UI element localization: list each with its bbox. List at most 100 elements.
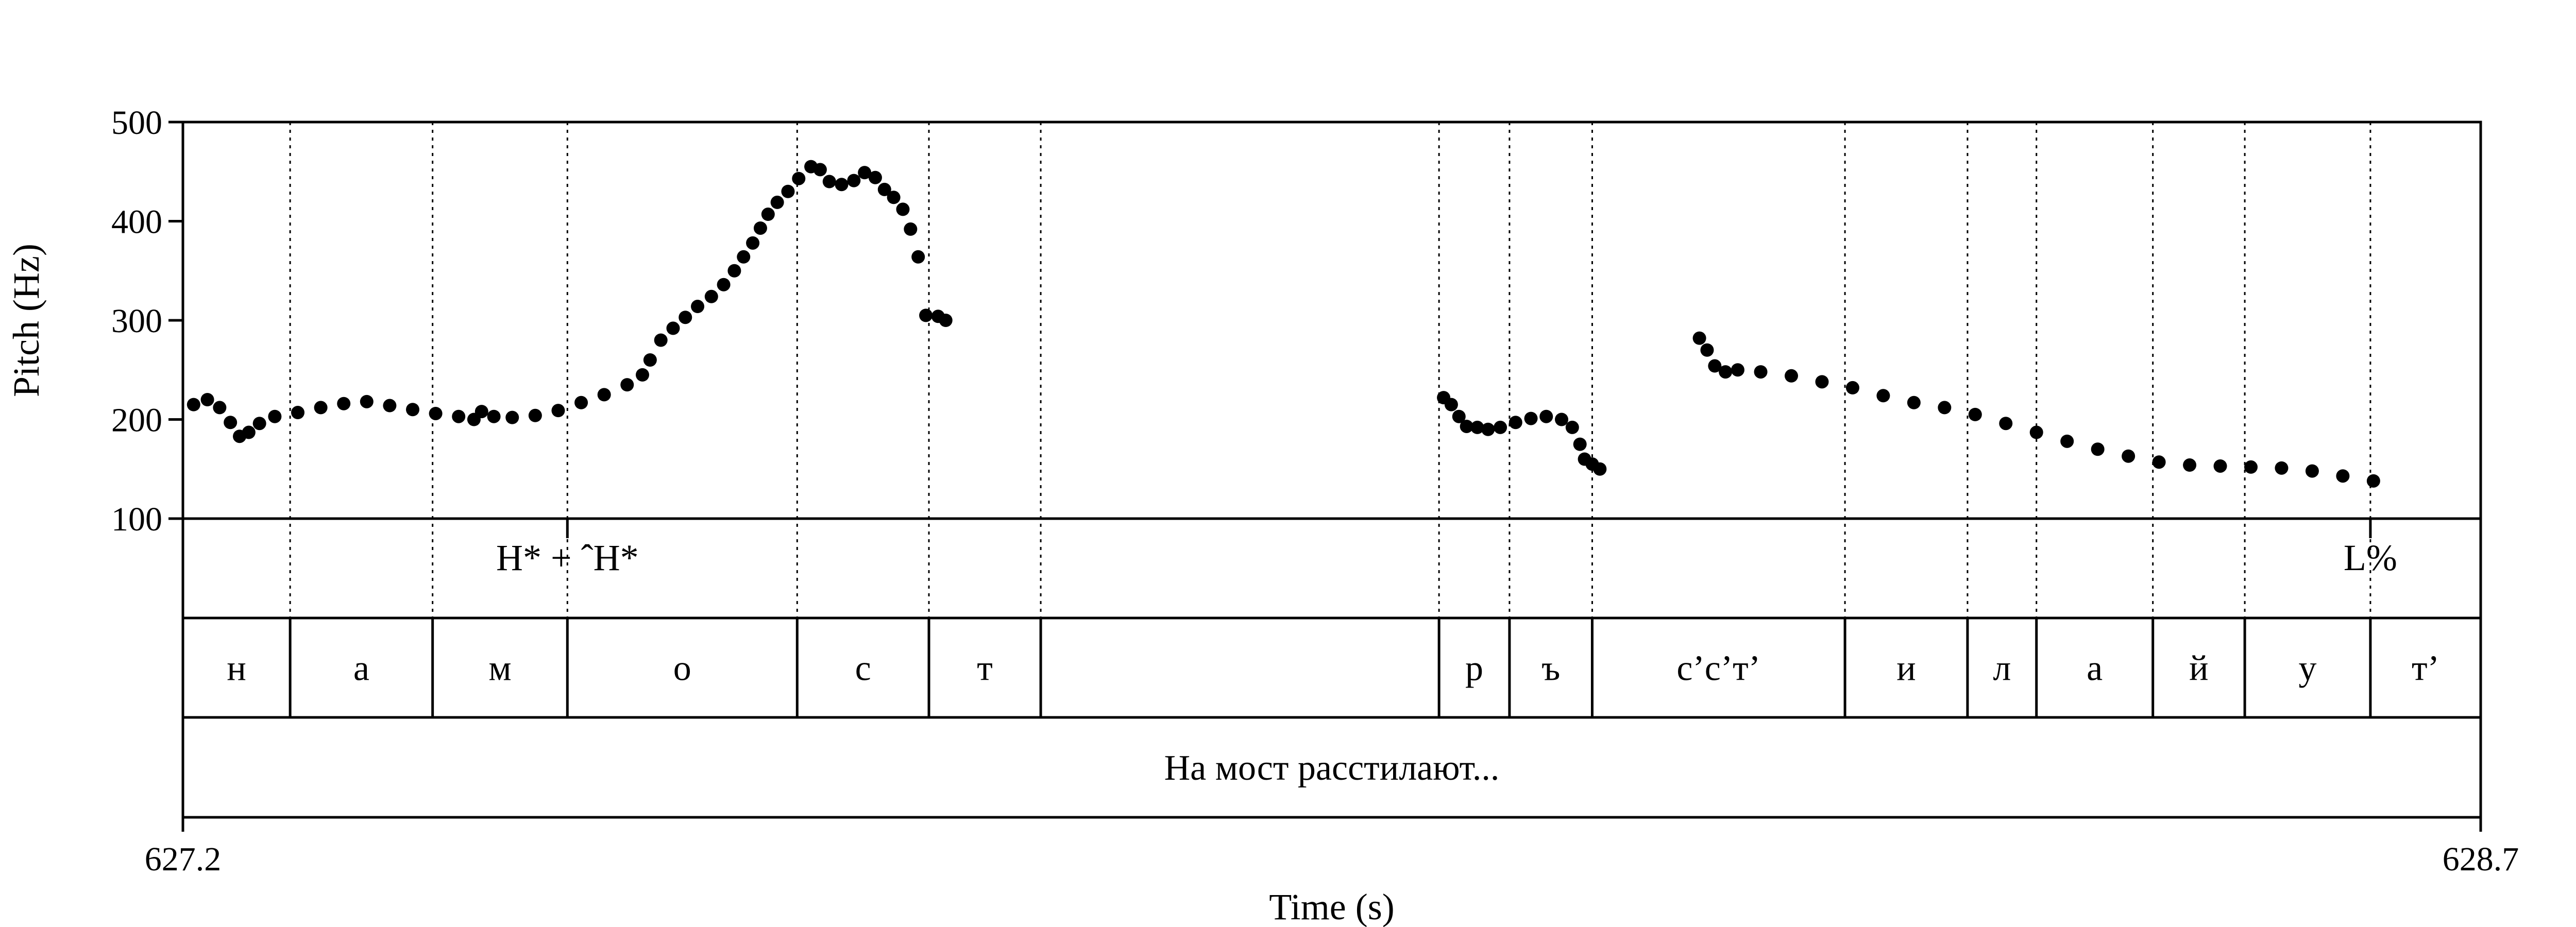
pitch-point	[704, 289, 718, 303]
x-tick-label: 628.7	[2443, 840, 2519, 878]
pitch-point	[242, 425, 256, 439]
segment-label: о	[673, 649, 691, 689]
segment-label: м	[488, 649, 511, 689]
segment-label: у	[2299, 649, 2317, 689]
pitch-point	[2244, 460, 2258, 474]
pitch-point	[620, 378, 634, 392]
pitch-point	[1968, 407, 1982, 421]
x-tick-label: 627.2	[145, 840, 222, 878]
pitch-point	[2091, 442, 2105, 456]
pitch-point	[252, 417, 266, 431]
pitch-point	[717, 278, 731, 291]
y-ticks: 100 200 300 400 500	[111, 104, 183, 538]
pitch-point	[813, 163, 827, 177]
y-tick-label: 100	[111, 501, 162, 538]
pitch-point	[679, 311, 692, 324]
pitch-point	[919, 308, 933, 322]
pitch-point	[1509, 416, 1522, 430]
pitch-point	[474, 405, 488, 419]
segment-label: р	[1465, 649, 1483, 689]
pitch-point	[1719, 365, 1733, 379]
pitch-point	[1708, 359, 1722, 373]
boundary-guides	[289, 122, 2371, 618]
pitch-point	[792, 171, 806, 185]
plot-frame	[181, 121, 2482, 819]
pitch-point	[452, 409, 466, 423]
pitch-point	[761, 208, 775, 221]
pitch-point	[654, 333, 668, 347]
pitch-point	[487, 409, 501, 423]
pitch-point	[383, 399, 397, 413]
segment-label: с’с’т’	[1676, 649, 1760, 689]
pitch-point	[1470, 420, 1484, 434]
pitch-point	[360, 394, 374, 408]
pitch-point	[1731, 363, 1744, 377]
pitch-point	[1700, 343, 1714, 357]
tone-label: L%	[2344, 537, 2397, 578]
pitch-point	[314, 401, 328, 415]
pitch-point	[1524, 411, 1538, 425]
pitch-point	[636, 368, 649, 382]
pitch-point	[1444, 398, 1458, 411]
pitch-point	[187, 398, 200, 411]
segment-label: и	[1896, 649, 1916, 689]
pitch-point	[574, 396, 588, 409]
x-axis-label: Time (s)	[1269, 886, 1394, 927]
pitch-point	[597, 388, 611, 402]
pitch-point	[727, 264, 741, 278]
pitch-point	[2152, 455, 2166, 469]
pitch-point	[1692, 331, 1706, 345]
pitch-point	[1999, 417, 2013, 431]
pitch-point	[847, 174, 861, 187]
pitch-point	[746, 236, 760, 250]
pitch-point	[2122, 449, 2136, 463]
pitch-point	[429, 406, 443, 420]
pitch-point	[835, 178, 849, 192]
segment-label: т	[977, 649, 993, 689]
pitch-point	[268, 409, 282, 423]
pitch-point	[1593, 462, 1607, 476]
pitch-point	[291, 406, 304, 420]
segment-boundaries	[289, 618, 2372, 717]
pitch-point	[939, 314, 953, 327]
pitch-track	[187, 160, 2380, 488]
pitch-point	[2029, 425, 2043, 439]
pitch-point	[1481, 422, 1495, 436]
x-ticks: 627.2 628.7	[145, 817, 2519, 878]
pitch-point	[887, 191, 901, 204]
pitch-point	[1785, 369, 1798, 383]
tone-tier: H* + ˆH* L%	[496, 519, 2397, 578]
pitch-point	[1845, 381, 1859, 394]
pitch-point	[1754, 365, 1768, 379]
pitch-point	[911, 250, 925, 264]
pitch-point	[858, 166, 872, 180]
pitch-point	[1539, 409, 1553, 423]
pitch-point	[781, 184, 795, 198]
pitch-point	[2305, 464, 2319, 478]
pitch-point	[1460, 419, 1473, 433]
pitch-point	[868, 170, 882, 184]
pitch-point	[528, 408, 542, 422]
y-tick-label: 500	[111, 104, 162, 142]
pitch-point	[551, 404, 565, 418]
pitch-point	[1555, 413, 1568, 426]
pitch-point	[406, 403, 419, 417]
pitch-point	[1876, 389, 1890, 403]
word-label: На мост расстилают...	[1164, 748, 1500, 788]
pitch-point	[737, 250, 751, 264]
y-axis-label: Pitch (Hz)	[6, 244, 47, 397]
pitch-point	[753, 221, 767, 235]
pitch-point	[1573, 437, 1587, 451]
pitch-point	[2336, 469, 2350, 483]
y-tick-label: 400	[111, 203, 162, 241]
segment-label: а	[2087, 649, 2103, 689]
pitch-point	[1494, 420, 1507, 434]
pitch-point	[643, 353, 657, 367]
pitch-point	[1938, 401, 1952, 415]
pitch-point	[2213, 459, 2227, 473]
y-tick-label: 300	[111, 302, 162, 340]
pitch-point	[1452, 409, 1466, 423]
word-tier: На мост расстилают...	[1164, 748, 1500, 788]
pitch-point	[822, 175, 836, 188]
